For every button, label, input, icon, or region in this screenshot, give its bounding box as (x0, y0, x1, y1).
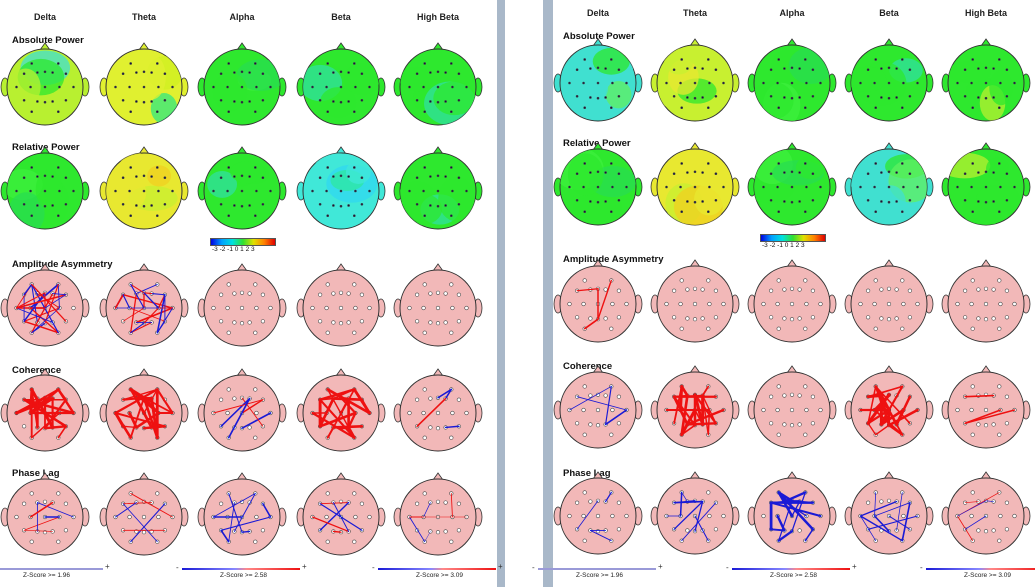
conn-map-coherence-0 (0, 368, 90, 452)
plus-sign: + (658, 562, 663, 571)
color-scale-bar (210, 238, 276, 246)
band-header-4: High Beta (416, 12, 460, 22)
conn-map-coherence-2 (747, 365, 837, 449)
plus-sign: + (498, 562, 503, 571)
minus-sign: - (920, 563, 923, 572)
power-map-1-2 (197, 146, 287, 230)
conn-map-coherence-2 (197, 368, 287, 452)
row-title-4: Phase Lag (12, 468, 60, 479)
conn-map-coherence-0 (553, 365, 643, 449)
panel-divider (497, 0, 505, 587)
conn-map-phase_lag-3 (844, 471, 934, 555)
band-header-3: Beta (879, 8, 899, 18)
conn-map-asymmetry-4 (393, 263, 483, 347)
conn-map-coherence-3 (844, 365, 934, 449)
zscore-label-0: Z-Score >= 1.96 (576, 572, 623, 579)
conn-map-asymmetry-2 (197, 263, 287, 347)
power-map-0-4 (393, 42, 483, 126)
conn-map-phase_lag-0 (553, 471, 643, 555)
power-map-0-3 (844, 38, 934, 122)
power-map-0-2 (197, 42, 287, 126)
conn-map-asymmetry-0 (553, 259, 643, 343)
zscore-label-2: Z-Score >= 3.09 (964, 572, 1011, 579)
power-map-1-3 (844, 142, 934, 226)
minus-sign: - (726, 563, 729, 572)
minus-sign: - (176, 563, 179, 572)
conn-map-coherence-1 (99, 368, 189, 452)
conn-map-phase_lag-2 (747, 471, 837, 555)
zscore-label-1: Z-Score >= 2.58 (770, 572, 817, 579)
zscore-line (378, 568, 496, 570)
minus-sign: - (532, 563, 535, 572)
conn-map-phase_lag-4 (393, 472, 483, 556)
conn-map-phase_lag-1 (650, 471, 740, 555)
panel-divider (543, 0, 553, 587)
conn-map-asymmetry-2 (747, 259, 837, 343)
power-map-1-1 (650, 142, 740, 226)
row-title-3: Coherence (12, 365, 62, 376)
conn-map-coherence-3 (296, 368, 386, 452)
conn-map-coherence-4 (941, 365, 1031, 449)
band-header-2: Alpha (779, 8, 805, 18)
band-header-4: High Beta (964, 8, 1008, 18)
conn-map-coherence-4 (393, 368, 483, 452)
band-header-1: Theta (682, 8, 708, 18)
row-title-2: Amplitude Asymmetry (563, 254, 664, 265)
power-map-1-4 (393, 146, 483, 230)
plus-sign: + (302, 562, 307, 571)
row-title-0: Absolute Power (563, 31, 635, 42)
plus-sign: + (105, 562, 110, 571)
conn-map-asymmetry-3 (296, 263, 386, 347)
conn-map-asymmetry-1 (650, 259, 740, 343)
zscore-line (926, 568, 1035, 570)
power-map-0-2 (747, 38, 837, 122)
conn-map-phase_lag-0 (0, 472, 90, 556)
minus-sign: - (372, 563, 375, 572)
power-map-1-0 (553, 142, 643, 226)
power-map-1-1 (99, 146, 189, 230)
zscore-label-2: Z-Score >= 3.09 (416, 572, 463, 579)
conn-map-asymmetry-0 (0, 263, 90, 347)
power-map-1-4 (941, 142, 1031, 226)
row-title-3: Coherence (563, 361, 613, 372)
zscore-line (538, 568, 656, 570)
zscore-label-0: Z-Score >= 1.96 (23, 572, 70, 579)
zscore-line (732, 568, 850, 570)
color-scale-bar (760, 234, 826, 242)
color-scale-ticks: -3 -2 -1 0 1 2 3 (212, 246, 255, 253)
power-map-0-1 (650, 38, 740, 122)
power-map-1-0 (0, 146, 90, 230)
conn-map-phase_lag-4 (941, 471, 1031, 555)
row-title-1: Relative Power (563, 138, 631, 149)
conn-map-phase_lag-3 (296, 472, 386, 556)
conn-map-asymmetry-4 (941, 259, 1031, 343)
row-title-0: Absolute Power (12, 35, 84, 46)
conn-map-asymmetry-3 (844, 259, 934, 343)
zscore-line (182, 568, 300, 570)
power-map-1-2 (747, 142, 837, 226)
zscore-line (0, 568, 103, 570)
conn-map-phase_lag-1 (99, 472, 189, 556)
color-scale-ticks: -3 -2 -1 0 1 2 3 (762, 242, 805, 249)
row-title-2: Amplitude Asymmetry (12, 259, 113, 270)
row-title-4: Phase Lag (563, 468, 611, 479)
plus-sign: + (852, 562, 857, 571)
power-map-0-3 (296, 42, 386, 126)
band-header-0: Delta (586, 8, 610, 18)
power-map-0-1 (99, 42, 189, 126)
power-map-0-4 (941, 38, 1031, 122)
power-map-0-0 (553, 38, 643, 122)
band-header-3: Beta (331, 12, 351, 22)
zscore-label-1: Z-Score >= 2.58 (220, 572, 267, 579)
power-map-0-0 (0, 42, 90, 126)
conn-map-phase_lag-2 (197, 472, 287, 556)
conn-map-asymmetry-1 (99, 263, 189, 347)
band-header-2: Alpha (229, 12, 255, 22)
band-header-1: Theta (131, 12, 157, 22)
conn-map-coherence-1 (650, 365, 740, 449)
power-map-1-3 (296, 146, 386, 230)
band-header-0: Delta (33, 12, 57, 22)
